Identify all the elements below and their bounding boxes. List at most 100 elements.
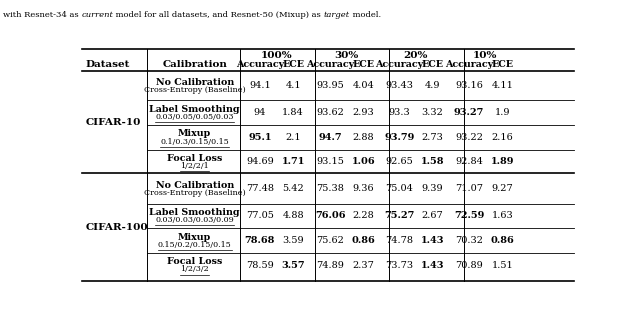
Text: 2.16: 2.16 — [492, 133, 513, 142]
Text: 70.32: 70.32 — [455, 236, 483, 245]
Text: Label Smoothing: Label Smoothing — [150, 208, 240, 217]
Text: 1.71: 1.71 — [282, 157, 305, 166]
Text: 93.15: 93.15 — [316, 157, 344, 166]
Text: 72.59: 72.59 — [454, 211, 484, 220]
Text: 2.93: 2.93 — [353, 108, 374, 117]
Text: 93.43: 93.43 — [385, 81, 413, 90]
Text: Dataset: Dataset — [85, 60, 130, 69]
Text: 93.62: 93.62 — [316, 108, 344, 117]
Text: model for all datasets, and Resnet-50 (Mixup) as: model for all datasets, and Resnet-50 (M… — [113, 11, 324, 19]
Text: 20%: 20% — [403, 51, 428, 60]
Text: 93.79: 93.79 — [384, 133, 415, 142]
Text: ECE: ECE — [353, 60, 374, 69]
Text: 1.43: 1.43 — [421, 236, 444, 245]
Text: 1.58: 1.58 — [421, 157, 444, 166]
Text: 1/2/2/1: 1/2/2/1 — [180, 162, 209, 170]
Text: target: target — [324, 11, 350, 19]
Text: 4.88: 4.88 — [282, 211, 304, 220]
Text: 75.04: 75.04 — [385, 184, 413, 193]
Text: 2.67: 2.67 — [422, 211, 444, 220]
Text: 3.57: 3.57 — [282, 261, 305, 270]
Text: Focal Loss: Focal Loss — [167, 154, 222, 163]
Text: 78.68: 78.68 — [244, 236, 275, 245]
Text: No Calibration: No Calibration — [156, 78, 234, 87]
Text: Accuracy: Accuracy — [375, 60, 424, 69]
Text: with Resnet-34 as: with Resnet-34 as — [3, 11, 81, 19]
Text: 70.89: 70.89 — [455, 261, 483, 270]
Text: Accuracy: Accuracy — [445, 60, 493, 69]
Text: 1.43: 1.43 — [421, 261, 444, 270]
Text: 4.1: 4.1 — [285, 81, 301, 90]
Text: 74.89: 74.89 — [316, 261, 344, 270]
Text: 95.1: 95.1 — [248, 133, 271, 142]
Text: 0.86: 0.86 — [352, 236, 376, 245]
Text: Accuracy: Accuracy — [307, 60, 355, 69]
Text: 0.86: 0.86 — [490, 236, 515, 245]
Text: 1.9: 1.9 — [495, 108, 510, 117]
Text: 9.27: 9.27 — [492, 184, 513, 193]
Text: 77.48: 77.48 — [246, 184, 274, 193]
Text: Focal Loss: Focal Loss — [167, 257, 222, 266]
Text: 94.1: 94.1 — [249, 81, 271, 90]
Text: 93.22: 93.22 — [455, 133, 483, 142]
Text: 2.1: 2.1 — [285, 133, 301, 142]
Text: 76.06: 76.06 — [315, 211, 346, 220]
Text: 1.63: 1.63 — [492, 211, 513, 220]
Text: 93.3: 93.3 — [388, 108, 410, 117]
Text: current: current — [81, 11, 113, 19]
Text: 3.32: 3.32 — [422, 108, 444, 117]
Text: 1.06: 1.06 — [352, 157, 376, 166]
Text: 9.36: 9.36 — [353, 184, 374, 193]
Text: 73.73: 73.73 — [385, 261, 413, 270]
Text: 71.07: 71.07 — [455, 184, 483, 193]
Text: ECE: ECE — [492, 60, 513, 69]
Text: Calibration: Calibration — [163, 60, 227, 69]
Text: 4.04: 4.04 — [353, 81, 374, 90]
Text: 92.84: 92.84 — [455, 157, 483, 166]
Text: 93.16: 93.16 — [455, 81, 483, 90]
Text: 2.37: 2.37 — [353, 261, 374, 270]
Text: 0.03/0.05/0.05/0.03: 0.03/0.05/0.05/0.03 — [156, 113, 234, 121]
Text: 30%: 30% — [335, 51, 359, 60]
Text: 2.28: 2.28 — [353, 211, 374, 220]
Text: 2.73: 2.73 — [422, 133, 444, 142]
Text: 75.27: 75.27 — [384, 211, 415, 220]
Text: 75.62: 75.62 — [316, 236, 344, 245]
Text: 94.69: 94.69 — [246, 157, 274, 166]
Text: 77.05: 77.05 — [246, 211, 274, 220]
Text: Cross-Entropy (Baseline): Cross-Entropy (Baseline) — [144, 86, 246, 94]
Text: 78.59: 78.59 — [246, 261, 274, 270]
Text: 0.03/0.03/0.03/0.09: 0.03/0.03/0.03/0.09 — [156, 216, 234, 224]
Text: Label Smoothing: Label Smoothing — [150, 105, 240, 114]
Text: 75.38: 75.38 — [316, 184, 344, 193]
Text: 0.15/0.2/0.15/0.15: 0.15/0.2/0.15/0.15 — [158, 241, 232, 249]
Text: ECE: ECE — [282, 60, 304, 69]
Text: ECE: ECE — [422, 60, 444, 69]
Text: 2.88: 2.88 — [353, 133, 374, 142]
Text: Mixup: Mixup — [178, 233, 211, 242]
Text: No Calibration: No Calibration — [156, 181, 234, 190]
Text: 94: 94 — [253, 108, 266, 117]
Text: 1.89: 1.89 — [491, 157, 514, 166]
Text: 1.84: 1.84 — [282, 108, 304, 117]
Text: 94.7: 94.7 — [319, 133, 342, 142]
Text: 10%: 10% — [473, 51, 497, 60]
Text: Cross-Entropy (Baseline): Cross-Entropy (Baseline) — [144, 189, 246, 197]
Text: 9.39: 9.39 — [422, 184, 444, 193]
Text: model.: model. — [350, 11, 381, 19]
Text: 74.78: 74.78 — [385, 236, 413, 245]
Text: 0.1/0.3/0.15/0.15: 0.1/0.3/0.15/0.15 — [161, 138, 229, 146]
Text: 1/2/3/2: 1/2/3/2 — [180, 266, 209, 273]
Text: 5.42: 5.42 — [282, 184, 304, 193]
Text: 100%: 100% — [260, 51, 292, 60]
Text: 4.11: 4.11 — [492, 81, 513, 90]
Text: 93.27: 93.27 — [454, 108, 484, 117]
Text: 3.59: 3.59 — [282, 236, 304, 245]
Text: Mixup: Mixup — [178, 129, 211, 138]
Text: CIFAR-10: CIFAR-10 — [85, 118, 141, 127]
Text: CIFAR-100: CIFAR-100 — [85, 223, 148, 232]
Text: 93.95: 93.95 — [316, 81, 344, 90]
Text: 4.9: 4.9 — [425, 81, 440, 90]
Text: 92.65: 92.65 — [385, 157, 413, 166]
Text: Accuracy: Accuracy — [236, 60, 284, 69]
